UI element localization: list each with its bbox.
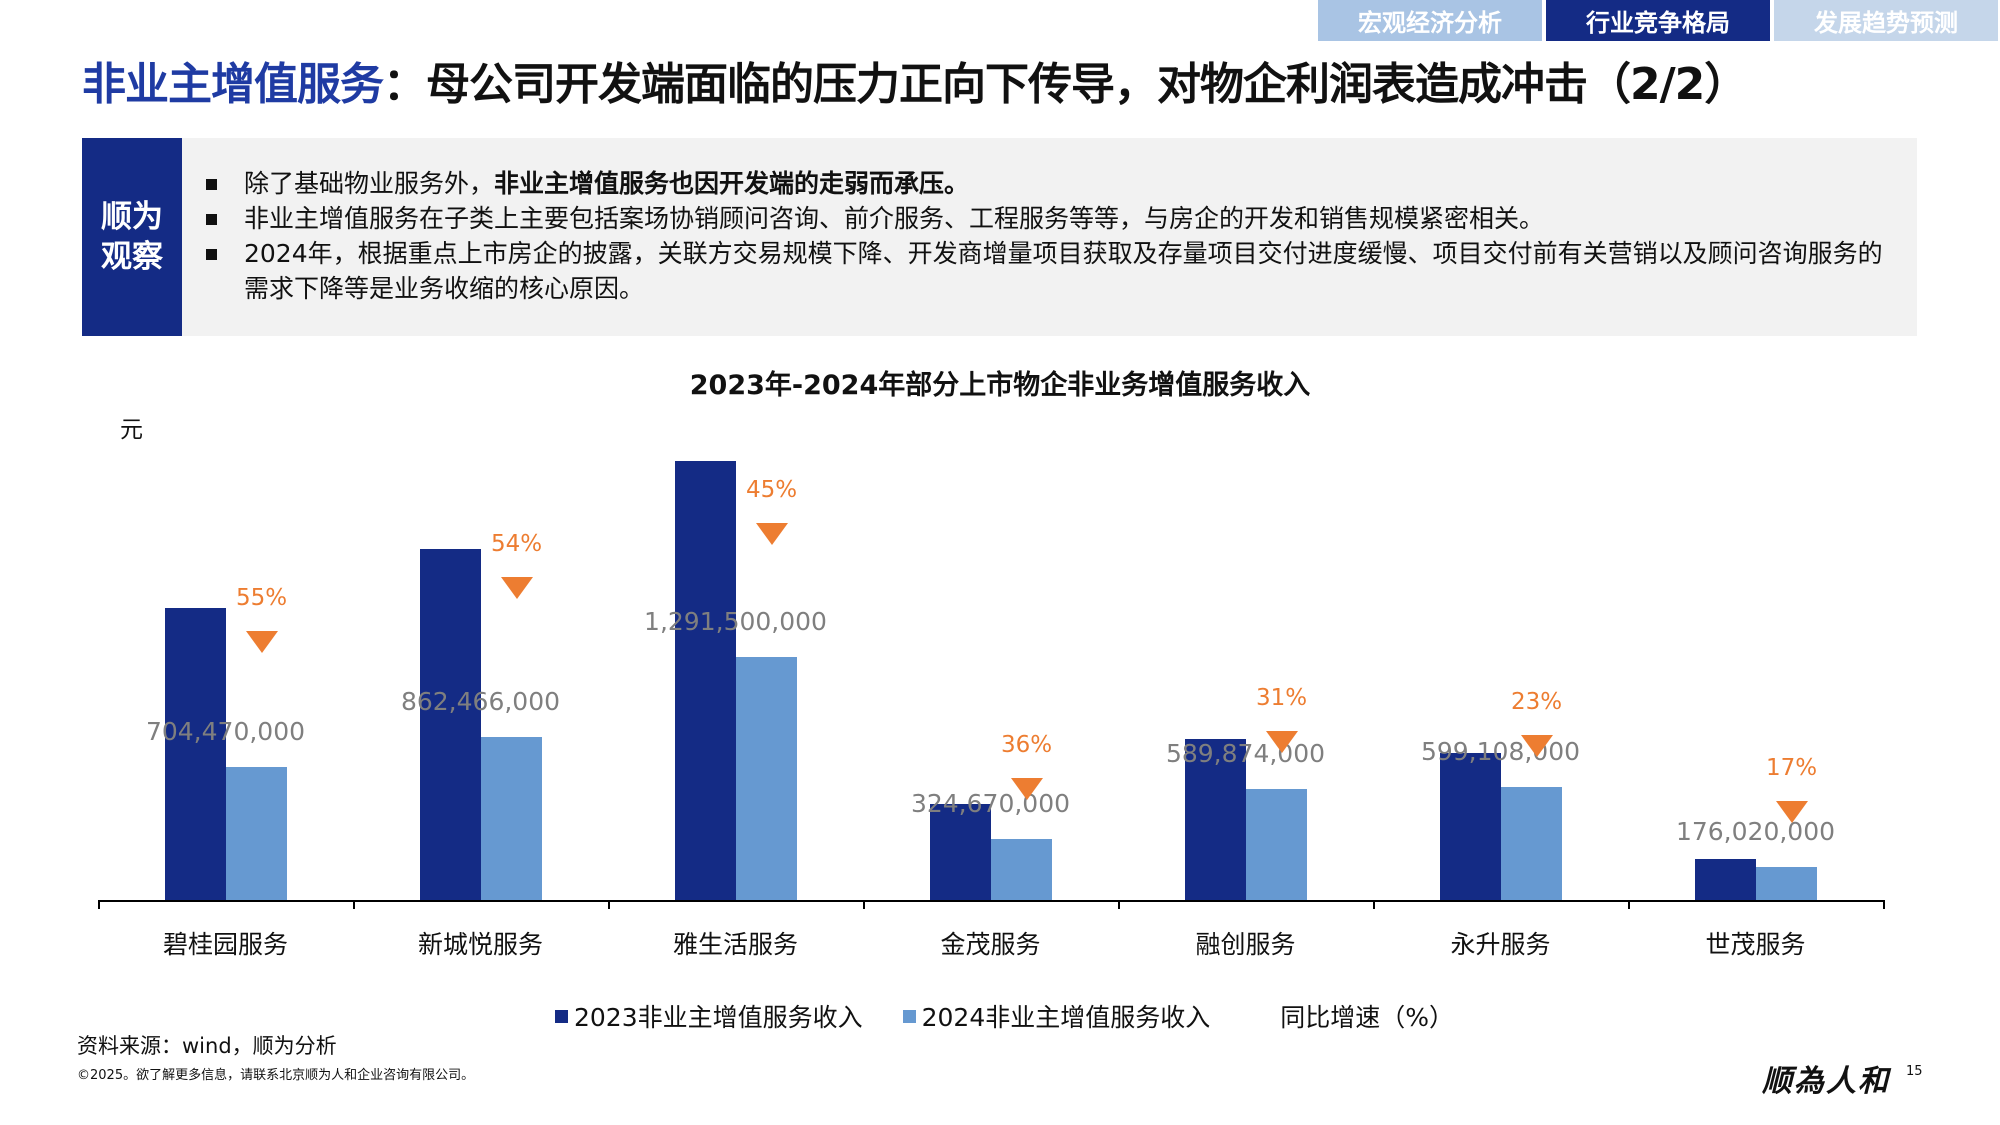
down-triangle-icon	[1775, 801, 1808, 823]
bar-2024	[1245, 788, 1307, 900]
bullet-text: 除了基础物业服务外，	[244, 169, 495, 198]
bar-2023	[419, 549, 481, 900]
x-tick-label: 世茂服务	[1705, 930, 1806, 959]
x-tick-label: 金茂服务	[940, 930, 1041, 959]
y-axis-unit: 元	[120, 417, 143, 443]
bar-2024	[990, 838, 1052, 900]
x-axis-tick	[863, 900, 865, 909]
data-label-2024: 589,874,000	[1165, 738, 1326, 768]
growth-label: 31%	[1255, 685, 1308, 711]
x-axis-tick	[608, 900, 610, 909]
legend-swatch	[902, 1009, 916, 1023]
data-label-2024: 1,291,500,000	[644, 606, 827, 636]
legend: 2023非业主增值服务收入 2024非业主增值服务收入 同比增速（%）	[555, 998, 1454, 1034]
bar-2023	[674, 461, 736, 900]
bar-2023	[1184, 739, 1246, 900]
data-label-2024: 176,020,000	[1675, 816, 1836, 846]
legend-label: 2024非业主增值服务收入	[921, 1003, 1211, 1032]
title-rest: ：母公司开发端面临的压力正向下传导，对物企利润表造成冲击（2/2）	[383, 59, 1748, 110]
x-tick-label: 新城悦服务	[417, 930, 543, 959]
bar-2024	[1755, 866, 1817, 900]
bar-2024	[480, 737, 542, 900]
bullet-text: 非业主增值服务在子类上主要包括案场协销顾问咨询、前介服务、工程服务等等，与房企的…	[244, 204, 1545, 233]
legend-label: 同比增速（%）	[1280, 1003, 1455, 1032]
bullet-bold-text: 非业主增值服务也因开发端的走弱而承压。	[494, 169, 970, 198]
bar-2023	[929, 804, 991, 900]
bullet-square-icon	[206, 249, 217, 260]
observation-box: 顺为观察 除了基础物业服务外，非业主增值服务也因开发端的走弱而承压。 非业主增值…	[82, 138, 1917, 336]
x-axis-tick	[1118, 900, 1120, 909]
legend-item-growth: 同比增速（%）	[1280, 998, 1454, 1034]
bar-2024	[225, 767, 287, 900]
down-triangle-icon	[1010, 778, 1043, 800]
x-tick-label: 雅生活服务	[672, 930, 798, 959]
bar-2023	[1694, 859, 1756, 900]
growth-label: 45%	[745, 477, 798, 503]
x-tick-label: 融创服务	[1195, 930, 1296, 959]
company-logo: 顺為人和	[1762, 1064, 1890, 1099]
x-tick-label: 碧桂园服务	[162, 930, 288, 959]
bullet-square-icon	[206, 214, 217, 225]
x-axis-tick	[1628, 900, 1630, 909]
down-triangle-icon	[755, 523, 788, 545]
legend-item-2023: 2023非业主增值服务收入	[555, 998, 863, 1034]
chart-title: 2023年-2024年部分上市物企非业务增值服务收入	[689, 370, 1311, 401]
bullet-item: 非业主增值服务在子类上主要包括案场协销顾问咨询、前介服务、工程服务等等，与房企的…	[206, 201, 1884, 236]
x-tick-label: 永升服务	[1450, 930, 1551, 959]
growth-label: 23%	[1510, 689, 1563, 715]
bullet-text: 2024年，根据重点上市房企的披露，关联方交易规模下降、开发商增量项目获取及存量…	[244, 239, 1883, 303]
tab-macro-economy[interactable]: 宏观经济分析	[1318, 0, 1542, 41]
bar-2024	[1500, 787, 1562, 900]
growth-label: 17%	[1765, 755, 1818, 781]
legend-swatch	[555, 1009, 568, 1023]
x-axis-line	[98, 900, 1883, 902]
data-label-2024: 704,470,000	[145, 717, 306, 747]
tab-development-trends[interactable]: 发展趋势预测	[1774, 0, 1998, 41]
bar-2023	[1439, 753, 1501, 900]
data-label-2024: 599,108,000	[1420, 737, 1581, 767]
down-triangle-icon	[1520, 735, 1553, 757]
copyright: ©2025。欲了解更多信息，请联系北京顺为人和企业咨询有限公司。	[77, 1068, 475, 1083]
bar-2024	[735, 656, 797, 900]
bar-2023	[164, 607, 226, 900]
title-highlight: 非业主增值服务	[82, 59, 384, 110]
x-axis-tick	[1883, 900, 1885, 909]
observation-label-line1: 顺为	[101, 199, 163, 235]
observation-label: 顺为 观察	[82, 138, 182, 336]
observation-label-line2: 观察	[101, 239, 163, 275]
bullet-item: 2024年，根据重点上市房企的披露，关联方交易规模下降、开发商增量项目获取及存量…	[206, 236, 1884, 306]
growth-label: 55%	[235, 585, 288, 611]
bullet-square-icon	[206, 179, 217, 190]
x-axis-tick	[1373, 900, 1375, 909]
legend-label: 2023非业主增值服务收入	[574, 1003, 863, 1032]
bullet-item: 除了基础物业服务外，非业主增值服务也因开发端的走弱而承压。	[206, 166, 1884, 201]
page-title: 非业主增值服务：母公司开发端面临的压力正向下传导，对物企利润表造成冲击（2/2）	[82, 48, 1748, 112]
page-number: 15	[1906, 1064, 1923, 1079]
growth-label: 54%	[490, 531, 543, 557]
x-axis-tick	[353, 900, 355, 909]
down-triangle-icon	[1265, 731, 1298, 753]
down-triangle-icon	[245, 631, 278, 653]
data-label-2024: 862,466,000	[400, 687, 561, 717]
legend-item-2024: 2024非业主增值服务收入	[902, 998, 1211, 1034]
x-axis-tick	[98, 900, 100, 909]
down-triangle-icon	[500, 577, 533, 599]
growth-label: 36%	[1000, 732, 1053, 758]
data-label-2024: 324,670,000	[910, 788, 1071, 818]
source-note: 资料来源：wind，顺为分析	[77, 1034, 337, 1058]
tab-industry-competition[interactable]: 行业竞争格局	[1546, 0, 1770, 41]
